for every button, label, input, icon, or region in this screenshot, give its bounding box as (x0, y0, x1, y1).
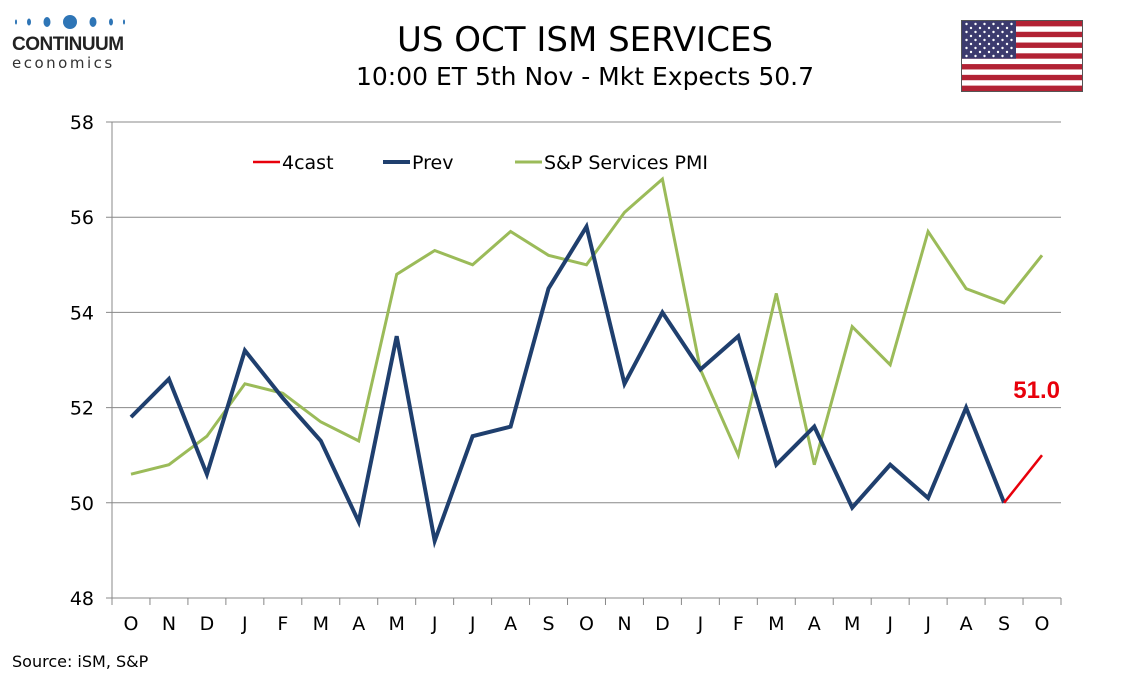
legend-label: Prev (412, 152, 453, 174)
legend-label: 4cast (282, 152, 334, 174)
x-tick-label: D (655, 613, 670, 635)
x-tick-label: A (504, 613, 517, 635)
x-tick-label: J (886, 613, 893, 635)
logo-wordmark: CONTINUUM (12, 34, 124, 55)
x-tick-label: M (388, 613, 404, 635)
x-tick-label: J (924, 613, 931, 635)
x-tick-label: M (313, 613, 329, 635)
x-tick-label: O (579, 613, 594, 635)
x-tick-label: O (1035, 613, 1050, 635)
x-tick-label: J (469, 613, 476, 635)
x-tick-label: N (162, 613, 176, 635)
y-tick-label: 58 (70, 112, 94, 134)
chart-title: US OCT ISM SERVICES (396, 20, 774, 60)
y-tick-label: 50 (70, 493, 94, 515)
x-tick-label: N (617, 613, 631, 635)
x-tick-label: A (808, 613, 821, 635)
x-tick-label: D (200, 613, 215, 635)
series-line-4cast (1003, 454, 1043, 504)
x-tick-label: F (277, 613, 288, 635)
logo-dots-icon (15, 15, 125, 29)
x-tick-label: A (960, 613, 973, 635)
x-tick-label: A (352, 613, 365, 635)
y-tick-label: 52 (70, 398, 94, 420)
y-tick-label: 56 (70, 207, 94, 229)
legend-label: S&P Services PMI (544, 152, 708, 174)
y-tick-label: 54 (70, 302, 94, 324)
continuum-economics-logo: CONTINUUM economics (12, 14, 132, 71)
us-flag-icon (961, 20, 1083, 92)
chart-subtitle: 10:00 ET 5th Nov - Mkt Expects 50.7 (355, 62, 815, 91)
y-tick-label: 48 (70, 588, 94, 610)
source-note: Source: iSM, S&P (12, 652, 149, 671)
logo-subtext: economics (12, 54, 115, 72)
series-line-prev (129, 221, 1006, 549)
x-tick-label: M (768, 613, 784, 635)
x-tick-label: M (844, 613, 860, 635)
x-tick-label: S (543, 613, 555, 635)
forecast-data-label: 51.0 (1013, 377, 1060, 404)
x-tick-label: J (431, 613, 438, 635)
x-tick-label: O (123, 613, 138, 635)
x-tick-label: J (241, 613, 248, 635)
x-tick-label: F (733, 613, 744, 635)
x-tick-label: S (998, 613, 1010, 635)
x-tick-label: J (697, 613, 704, 635)
